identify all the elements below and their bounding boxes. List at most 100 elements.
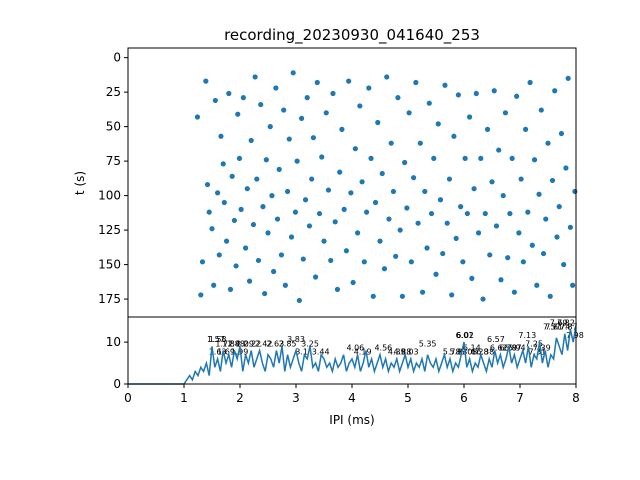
peak-label: 7.87 — [560, 323, 578, 332]
raster-point — [346, 78, 352, 84]
raster-point — [388, 140, 394, 146]
raster-point — [399, 293, 405, 299]
raster-point — [552, 88, 558, 94]
raster-point — [509, 155, 515, 161]
raster-point — [502, 110, 509, 116]
y-tick-label: 150 — [98, 258, 121, 272]
raster-point — [460, 259, 466, 265]
raster-point — [220, 161, 226, 167]
raster-point — [491, 88, 497, 94]
raster-point — [296, 297, 302, 304]
peak-label: 4.56 — [374, 344, 392, 353]
raster-point — [281, 107, 287, 113]
raster-point — [243, 245, 249, 251]
raster-point — [469, 275, 475, 281]
peak-label: 5.83 — [449, 348, 467, 357]
raster-point — [372, 199, 379, 206]
raster-point — [343, 248, 349, 254]
peak-label: 3.44 — [312, 348, 330, 357]
raster-point — [567, 224, 574, 230]
raster-point — [350, 279, 356, 286]
raster-point — [422, 188, 428, 195]
raster-point — [294, 158, 300, 164]
peak-label: 7.13 — [518, 331, 536, 340]
raster-point — [411, 175, 417, 181]
peak-label: 2.22 — [243, 339, 261, 348]
raster-point — [229, 173, 235, 179]
raster-point — [437, 197, 444, 203]
raster-point — [514, 93, 520, 99]
raster-point — [233, 263, 239, 269]
x-tick-label: 6 — [460, 391, 468, 405]
raster-point — [265, 230, 271, 236]
raster-point — [319, 154, 325, 160]
raster-point — [246, 278, 253, 284]
raster-point — [561, 261, 567, 268]
raster-point — [518, 176, 524, 182]
raster-point — [527, 79, 533, 86]
raster-point — [199, 259, 206, 265]
raster-point — [563, 165, 569, 171]
raster-point — [325, 187, 332, 193]
raster-point — [543, 216, 549, 222]
raster-point — [330, 90, 336, 97]
peak-label: 7.39 — [533, 344, 551, 353]
raster-point — [379, 170, 385, 177]
raster-point — [377, 238, 383, 244]
peak-label: 4.06 — [346, 344, 364, 353]
raster-point — [227, 286, 234, 293]
raster-point — [475, 230, 482, 236]
raster-point — [274, 216, 281, 222]
raster-point — [536, 191, 542, 197]
raster-point — [525, 209, 531, 215]
raster-point — [498, 277, 504, 283]
peak-label: 1.63 — [209, 348, 227, 357]
raster-point — [323, 110, 329, 116]
raster-point — [381, 266, 388, 272]
raster-point — [482, 210, 488, 217]
peak-label: 7.82 — [557, 318, 575, 327]
y-tick-label: 25 — [106, 85, 121, 99]
peak-label: 2.85 — [279, 339, 297, 348]
peak-label: 5.78 — [443, 348, 461, 357]
raster-point — [538, 107, 544, 113]
raster-point — [304, 95, 310, 101]
x-tick-label: 1 — [180, 391, 188, 405]
raster-point — [240, 95, 246, 101]
peak-label: 6.38 — [476, 348, 494, 357]
histogram-panel: 1.571.581.631.721.691.841.881.992.092.22… — [106, 316, 584, 427]
raster-point — [300, 256, 306, 262]
peak-label: 7.69 — [550, 318, 568, 327]
peak-label: 6.57 — [487, 335, 505, 344]
raster-point — [267, 124, 273, 130]
raster-point — [255, 257, 262, 264]
peak-annotations: 1.571.581.631.721.691.841.881.992.092.22… — [207, 318, 584, 356]
raster-point — [419, 289, 426, 295]
raster-point — [489, 179, 495, 185]
raster-point — [547, 293, 553, 299]
peak-label: 1.72 — [215, 339, 233, 348]
raster-point — [269, 193, 275, 199]
x-tick-label: 5 — [404, 391, 412, 405]
peak-label: 2.63 — [266, 339, 284, 348]
raster-point — [254, 176, 260, 182]
raster-point — [348, 190, 354, 196]
raster-point — [554, 234, 560, 240]
raster-point — [500, 193, 506, 199]
raster-point — [299, 115, 305, 121]
raster-point — [507, 210, 513, 217]
raster-point — [449, 292, 455, 298]
y-tick-label: 0 — [113, 51, 121, 65]
y-tick-label: 10 — [106, 335, 121, 349]
raster-point — [285, 188, 291, 195]
raster-point — [215, 190, 221, 196]
raster-point — [363, 209, 370, 215]
x-axis-label: IPI (ms) — [329, 413, 374, 427]
raster-point — [355, 230, 361, 236]
raster-point — [321, 238, 327, 244]
raster-point — [366, 85, 372, 91]
raster-point — [368, 155, 374, 161]
raster-point — [204, 181, 211, 188]
raster-point — [540, 250, 547, 257]
scatter-points — [194, 70, 578, 304]
